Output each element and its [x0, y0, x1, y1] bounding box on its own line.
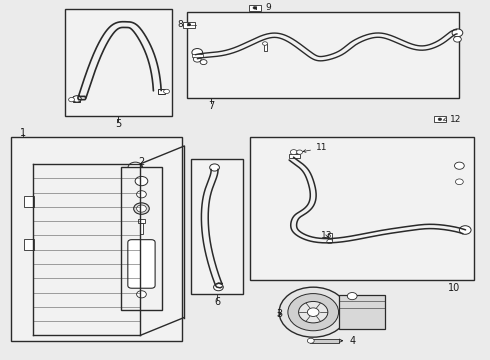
Text: 7: 7 [208, 101, 214, 111]
Circle shape [452, 29, 463, 37]
Bar [193, 54, 203, 57]
Text: 1: 1 [20, 128, 26, 138]
Circle shape [263, 42, 268, 45]
Bar [183, 22, 195, 28]
FancyBboxPatch shape [128, 240, 155, 288]
Circle shape [214, 284, 223, 291]
Text: 4: 4 [349, 336, 355, 346]
Bar [24, 239, 34, 249]
Bar [138, 235, 147, 246]
Bar [138, 219, 146, 223]
Circle shape [460, 226, 471, 234]
Bar [250, 137, 474, 280]
Text: 11: 11 [316, 143, 327, 152]
Circle shape [296, 150, 302, 154]
Text: 12: 12 [450, 115, 461, 124]
Circle shape [347, 293, 357, 300]
Bar [140, 223, 144, 234]
Circle shape [194, 57, 201, 62]
Circle shape [137, 205, 147, 212]
Circle shape [307, 308, 319, 316]
Circle shape [288, 294, 339, 331]
Bar [11, 137, 182, 341]
Circle shape [298, 301, 328, 323]
Circle shape [210, 164, 220, 171]
Circle shape [137, 191, 147, 198]
Circle shape [456, 179, 463, 185]
Circle shape [73, 96, 81, 102]
Bar [310, 339, 339, 343]
Circle shape [253, 6, 256, 9]
Circle shape [279, 287, 347, 337]
Bar [187, 12, 460, 98]
Circle shape [192, 49, 202, 57]
Circle shape [454, 36, 461, 42]
Text: 8: 8 [177, 20, 183, 29]
Text: 2: 2 [138, 157, 145, 167]
Bar [158, 89, 165, 94]
Bar [121, 167, 162, 310]
Text: 6: 6 [214, 297, 220, 307]
Bar [434, 116, 446, 122]
Text: 10: 10 [448, 283, 461, 293]
Circle shape [164, 89, 170, 94]
Circle shape [128, 162, 143, 173]
Circle shape [69, 98, 74, 102]
Circle shape [455, 162, 464, 169]
Circle shape [327, 239, 333, 244]
Bar [289, 154, 299, 158]
Circle shape [134, 203, 149, 214]
Bar [192, 158, 243, 294]
Bar [65, 9, 172, 116]
Circle shape [307, 338, 314, 343]
Circle shape [137, 291, 147, 298]
Bar [24, 196, 34, 207]
Circle shape [187, 23, 191, 26]
Text: 3: 3 [276, 309, 282, 319]
Bar [138, 269, 147, 278]
Bar [264, 44, 267, 51]
Bar [249, 5, 261, 11]
Circle shape [290, 150, 297, 155]
Bar [328, 233, 332, 241]
Circle shape [200, 60, 207, 64]
Bar [73, 96, 80, 102]
Bar [339, 295, 385, 329]
Circle shape [438, 118, 441, 121]
Text: 13: 13 [320, 231, 332, 240]
Circle shape [135, 176, 148, 186]
Text: 5: 5 [115, 118, 122, 129]
Text: 9: 9 [266, 3, 271, 12]
